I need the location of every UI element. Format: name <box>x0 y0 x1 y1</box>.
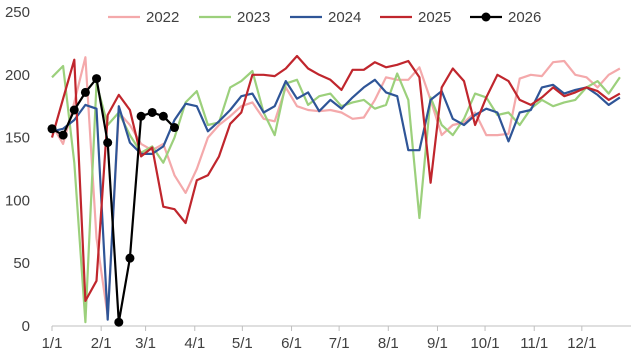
legend-label-2026: 2026 <box>508 9 541 26</box>
data-point-2026 <box>103 138 113 148</box>
x-tick-label: 9/1 <box>427 335 448 352</box>
legend-label-2022: 2022 <box>146 9 179 26</box>
x-tick-label: 6/1 <box>281 335 302 352</box>
x-tick-label: 10/1 <box>470 335 499 352</box>
data-point-2026 <box>169 123 179 133</box>
x-tick-label: 2/1 <box>91 335 112 352</box>
y-tick-label: 150 <box>5 130 30 147</box>
y-tick-label: 200 <box>5 67 30 84</box>
x-tick-label: 7/1 <box>329 335 350 352</box>
legend-label-2024: 2024 <box>328 9 361 26</box>
x-tick-label: 11/1 <box>520 335 548 352</box>
y-tick-label: 100 <box>5 192 30 209</box>
y-tick-label: 250 <box>5 4 30 21</box>
x-tick-label: 8/1 <box>378 335 399 352</box>
data-point-2026 <box>147 107 157 117</box>
x-tick-label: 3/1 <box>135 335 156 352</box>
series-line-2025 <box>50 54 621 302</box>
series-line-2023 <box>51 64 621 324</box>
data-point-2026 <box>47 124 57 134</box>
legend-label-2025: 2025 <box>418 9 451 26</box>
x-tick-label: 12/1 <box>567 335 596 352</box>
x-tick-label: 1/1 <box>42 335 63 352</box>
series-line-2022 <box>51 56 621 318</box>
data-point-2026 <box>69 105 79 115</box>
plot-area <box>47 54 621 327</box>
y-tick-label: 0 <box>22 318 30 335</box>
legend-label-2023: 2023 <box>237 9 270 26</box>
series-line-2024 <box>51 78 621 321</box>
x-tick-label: 5/1 <box>232 335 253 352</box>
data-point-2026 <box>92 74 102 84</box>
data-point-2026 <box>158 111 168 121</box>
x-tick-label: 4/1 <box>184 335 205 352</box>
legend: 2022 2023 2024 2025 2026 <box>108 9 541 26</box>
data-point-2026 <box>114 317 124 327</box>
legend-marker-2026 <box>481 12 491 22</box>
data-point-2026 <box>58 130 68 140</box>
y-tick-label: 50 <box>13 255 30 272</box>
data-point-2026 <box>80 87 90 97</box>
data-point-2026 <box>125 253 135 263</box>
data-point-2026 <box>136 111 146 121</box>
axes: 0 50 100 150 200 250 1/1 2/1 3/1 4/1 5/1 6/1 7/1 8/1 9… <box>5 4 631 352</box>
